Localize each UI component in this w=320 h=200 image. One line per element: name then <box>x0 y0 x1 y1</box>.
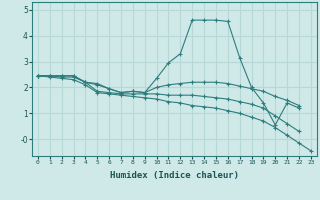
X-axis label: Humidex (Indice chaleur): Humidex (Indice chaleur) <box>110 171 239 180</box>
